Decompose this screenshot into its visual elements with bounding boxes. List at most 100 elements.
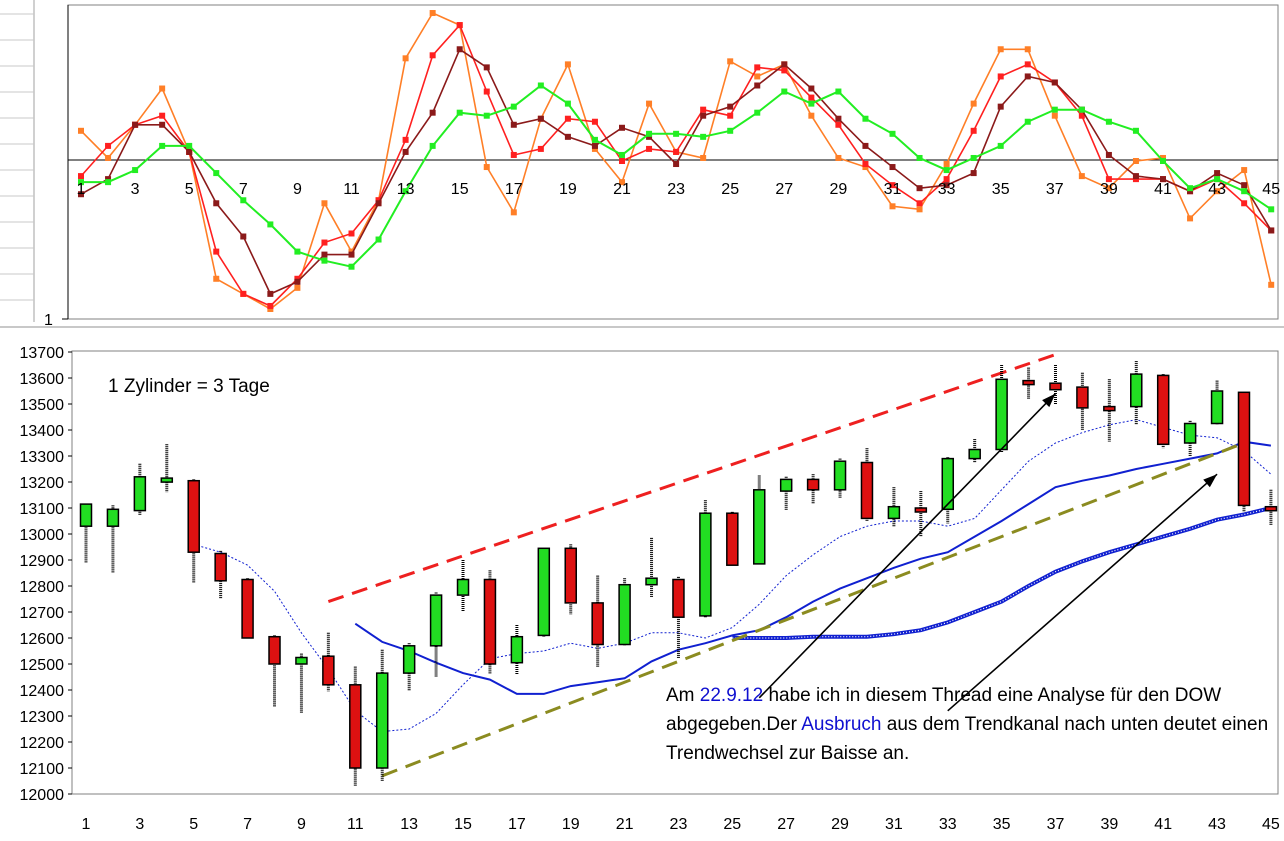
oscillator-point [213, 200, 220, 207]
oscillator-point [997, 142, 1004, 149]
oscillator-point [808, 85, 815, 92]
price-x-tick-label: 33 [939, 816, 957, 833]
candle-size-note: 1 Zylinder = 3 Tage [108, 376, 270, 397]
note-text-1: Am [666, 685, 700, 706]
price-y-tick-label: 13700 [20, 345, 65, 362]
oscillator-point [1105, 176, 1112, 183]
candle-body-down [1237, 391, 1251, 507]
price-y-tick-label: 13400 [20, 423, 65, 440]
oscillator-x-tick-label: 39 [1100, 181, 1118, 198]
oscillator-point [619, 158, 625, 164]
candle-body-up [295, 656, 308, 665]
oscillator-point [348, 263, 355, 270]
oscillator-point [240, 233, 247, 240]
candle-body-down [1049, 382, 1062, 391]
candle-body-up [1183, 422, 1197, 444]
oscillator-point [132, 121, 139, 128]
oscillator-point [348, 251, 355, 258]
upper-trend-line [327, 353, 1056, 604]
oscillator-point [429, 142, 436, 149]
oscillator-point [537, 82, 544, 89]
analysis-note: Am 22.9.12 habe ich in diesem Thread ein… [666, 681, 1278, 768]
oscillator-point [700, 154, 707, 161]
oscillator-point [537, 145, 544, 152]
oscillator-point [889, 182, 896, 189]
candle-body-up [753, 489, 766, 565]
oscillator-x-tick-label: 41 [1154, 181, 1172, 198]
spreadsheet-row-strip [0, 0, 35, 322]
oscillator-point [700, 112, 707, 119]
oscillator-point [294, 278, 301, 285]
oscillator-point [1051, 112, 1058, 119]
note-link-date[interactable]: 22.9.12 [699, 685, 764, 706]
candle-body-up [429, 594, 443, 647]
price-x-tick-label: 5 [189, 816, 198, 833]
price-y-tick-label: 13600 [20, 371, 65, 388]
candle-body-up [106, 508, 120, 527]
candle-body-up [456, 578, 470, 596]
price-x-tick-label: 25 [723, 816, 741, 833]
oscillator-point [402, 188, 409, 195]
oscillator-point [862, 142, 869, 149]
oscillator-point [591, 136, 598, 143]
oscillator-x-tick-label: 19 [559, 181, 577, 198]
candle-body-up [133, 476, 147, 512]
candle-body-down [672, 578, 685, 618]
oscillator-point [591, 145, 598, 152]
oscillator-point [727, 112, 734, 119]
price-x-tick-label: 37 [1047, 816, 1065, 833]
candle-body-up [537, 547, 551, 637]
oscillator-point [835, 154, 842, 161]
price-x-tick-label: 21 [616, 816, 634, 833]
oscillator-point [78, 191, 84, 198]
price-x-tick-label: 31 [885, 816, 903, 833]
oscillator-x-tick-label: 29 [830, 181, 848, 198]
oscillator-x-tick-label: 5 [185, 181, 194, 198]
oscillator-point [619, 151, 625, 158]
oscillator-x-tick-label: 3 [131, 181, 140, 198]
oscillator-x-tick-label: 27 [775, 181, 793, 198]
oscillator-point [916, 206, 923, 213]
oscillator-point [321, 239, 328, 246]
note-link-ausbruch[interactable]: Ausbruch [801, 714, 882, 735]
oscillator-point [970, 154, 977, 161]
candle-body-down [860, 461, 874, 520]
oscillator-point [727, 58, 734, 65]
oscillator-chart: 1 1 3 5 7 9 11 13 15 17 19 21 23 25 27 29 31 33 35 37 39 41 4… [44, 4, 1280, 329]
oscillator-point [727, 103, 734, 110]
oscillator-point [646, 130, 653, 137]
price-x-tick-label: 29 [831, 816, 849, 833]
oscillator-point [862, 161, 869, 168]
oscillator-point [970, 100, 977, 107]
oscillator-point [267, 221, 274, 228]
oscillator-point [213, 275, 220, 282]
oscillator-point [483, 64, 490, 71]
price-y-tick-label: 12400 [20, 683, 65, 700]
oscillator-point [1160, 158, 1166, 164]
oscillator-point [321, 257, 328, 264]
price-y-tick-label: 12200 [20, 735, 65, 752]
candle-body-up [79, 503, 93, 527]
oscillator-point [1078, 106, 1085, 113]
price-x-tick-label: 15 [454, 816, 472, 833]
candle-body-up [1130, 373, 1143, 408]
oscillator-point [267, 290, 274, 297]
candle-body-up [510, 635, 524, 664]
oscillator-point [402, 136, 409, 143]
oscillator-point [1268, 281, 1275, 288]
oscillator-point [105, 154, 112, 161]
oscillator-point [321, 251, 328, 258]
oscillator-point [429, 10, 436, 17]
oscillator-point [646, 133, 653, 140]
oscillator-point [1132, 173, 1139, 180]
oscillator-point [646, 100, 653, 107]
oscillator-point [1241, 167, 1248, 174]
oscillator-point [943, 176, 950, 183]
oscillator-point [348, 248, 355, 255]
oscillator-point [1024, 46, 1031, 53]
oscillator-point [1024, 61, 1031, 68]
oscillator-point [186, 142, 193, 149]
oscillator-point [429, 109, 436, 116]
oscillator-point [1214, 176, 1221, 183]
